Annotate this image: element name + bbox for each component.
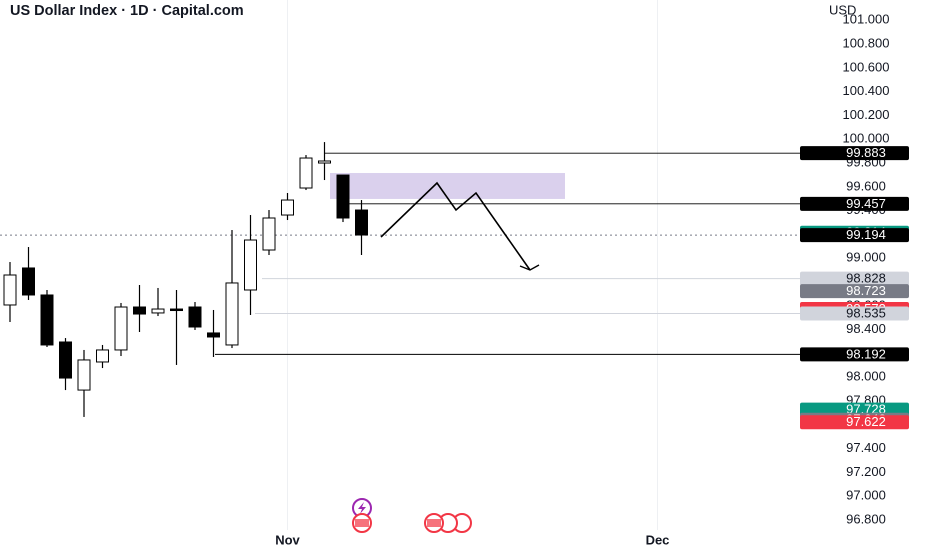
candle-body bbox=[188, 306, 202, 328]
candle-body bbox=[336, 174, 350, 219]
y-tick-label: 96.800 bbox=[846, 511, 886, 526]
zone-layer bbox=[330, 173, 565, 199]
currency-label: USD bbox=[829, 2, 856, 17]
y-tick-label: 100.600 bbox=[843, 59, 890, 74]
event-icon-glyph bbox=[358, 502, 366, 514]
y-tick-label: 100.000 bbox=[843, 131, 890, 146]
y-tick-label: 99.000 bbox=[846, 250, 886, 265]
projection-arrow bbox=[519, 264, 540, 271]
candle-body bbox=[59, 341, 72, 379]
candle-layer bbox=[3, 142, 368, 417]
price-badge-label: 99.457 bbox=[846, 196, 886, 211]
candle-body bbox=[244, 239, 257, 291]
y-tick-label: 97.200 bbox=[846, 464, 886, 479]
grid bbox=[287, 0, 658, 530]
candle-body bbox=[133, 306, 146, 315]
y-tick-label: 100.400 bbox=[843, 83, 890, 98]
supply-zone bbox=[330, 173, 565, 199]
candle-body bbox=[3, 274, 17, 306]
price-badge bbox=[800, 146, 909, 161]
flag-glyph bbox=[427, 519, 441, 527]
y-tick-label: 97.400 bbox=[846, 440, 886, 455]
price-badge-label: 98.192 bbox=[846, 346, 886, 361]
candle-body bbox=[77, 359, 91, 391]
price-line-layer bbox=[0, 152, 805, 355]
price-badges: 99.88399.45799.21499.19498.82898.72398.5… bbox=[800, 145, 909, 430]
candle-body bbox=[96, 349, 109, 363]
candle-body bbox=[281, 199, 294, 216]
price-badge-label: 99.883 bbox=[846, 145, 886, 160]
candle-body bbox=[355, 209, 368, 236]
candle-body bbox=[151, 308, 165, 314]
y-tick-label: 101.000 bbox=[843, 12, 890, 27]
price-badge-label: 98.828 bbox=[846, 271, 886, 286]
candle-body bbox=[262, 217, 276, 251]
price-badge-label: 98.535 bbox=[846, 305, 886, 320]
y-tick-label: 100.200 bbox=[843, 107, 890, 122]
flag-glyph bbox=[355, 519, 369, 527]
y-tick-label: 98.000 bbox=[846, 369, 886, 384]
price-badge bbox=[800, 228, 909, 243]
candle-body bbox=[207, 332, 220, 338]
x-tick-label: Nov bbox=[275, 532, 300, 547]
candle-body bbox=[40, 294, 54, 346]
candle-body bbox=[170, 308, 183, 312]
price-badge bbox=[800, 306, 909, 321]
price-badge bbox=[800, 196, 909, 211]
price-badge-label: 97.622 bbox=[846, 414, 886, 429]
event-icons bbox=[352, 498, 472, 533]
price-badge-label: 97.728 bbox=[846, 402, 886, 417]
price-badge bbox=[800, 271, 909, 286]
candle-body bbox=[114, 306, 128, 351]
y-tick-label: 98.400 bbox=[846, 321, 886, 336]
y-tick-label: 99.600 bbox=[846, 178, 886, 193]
chart-title: US Dollar Index · 1D · Capital.com bbox=[10, 3, 244, 19]
x-tick-label: Dec bbox=[646, 532, 670, 547]
y-tick-label: 97.000 bbox=[846, 488, 886, 503]
candle-body bbox=[299, 157, 313, 189]
price-badge-label: 99.194 bbox=[846, 227, 886, 242]
price-badge bbox=[800, 415, 909, 430]
candle-body bbox=[22, 267, 35, 296]
candle-body bbox=[318, 160, 331, 164]
price-badge-label: 98.723 bbox=[846, 283, 886, 298]
projection-path bbox=[380, 181, 531, 271]
price-badge bbox=[800, 347, 909, 362]
candle-body bbox=[225, 282, 239, 346]
price-badge bbox=[800, 284, 909, 299]
y-tick-label: 100.800 bbox=[843, 35, 890, 50]
time-axis: Nov Dec bbox=[275, 532, 669, 547]
price-axis: 96.80097.00097.20097.40097.60097.80098.0… bbox=[843, 12, 890, 527]
